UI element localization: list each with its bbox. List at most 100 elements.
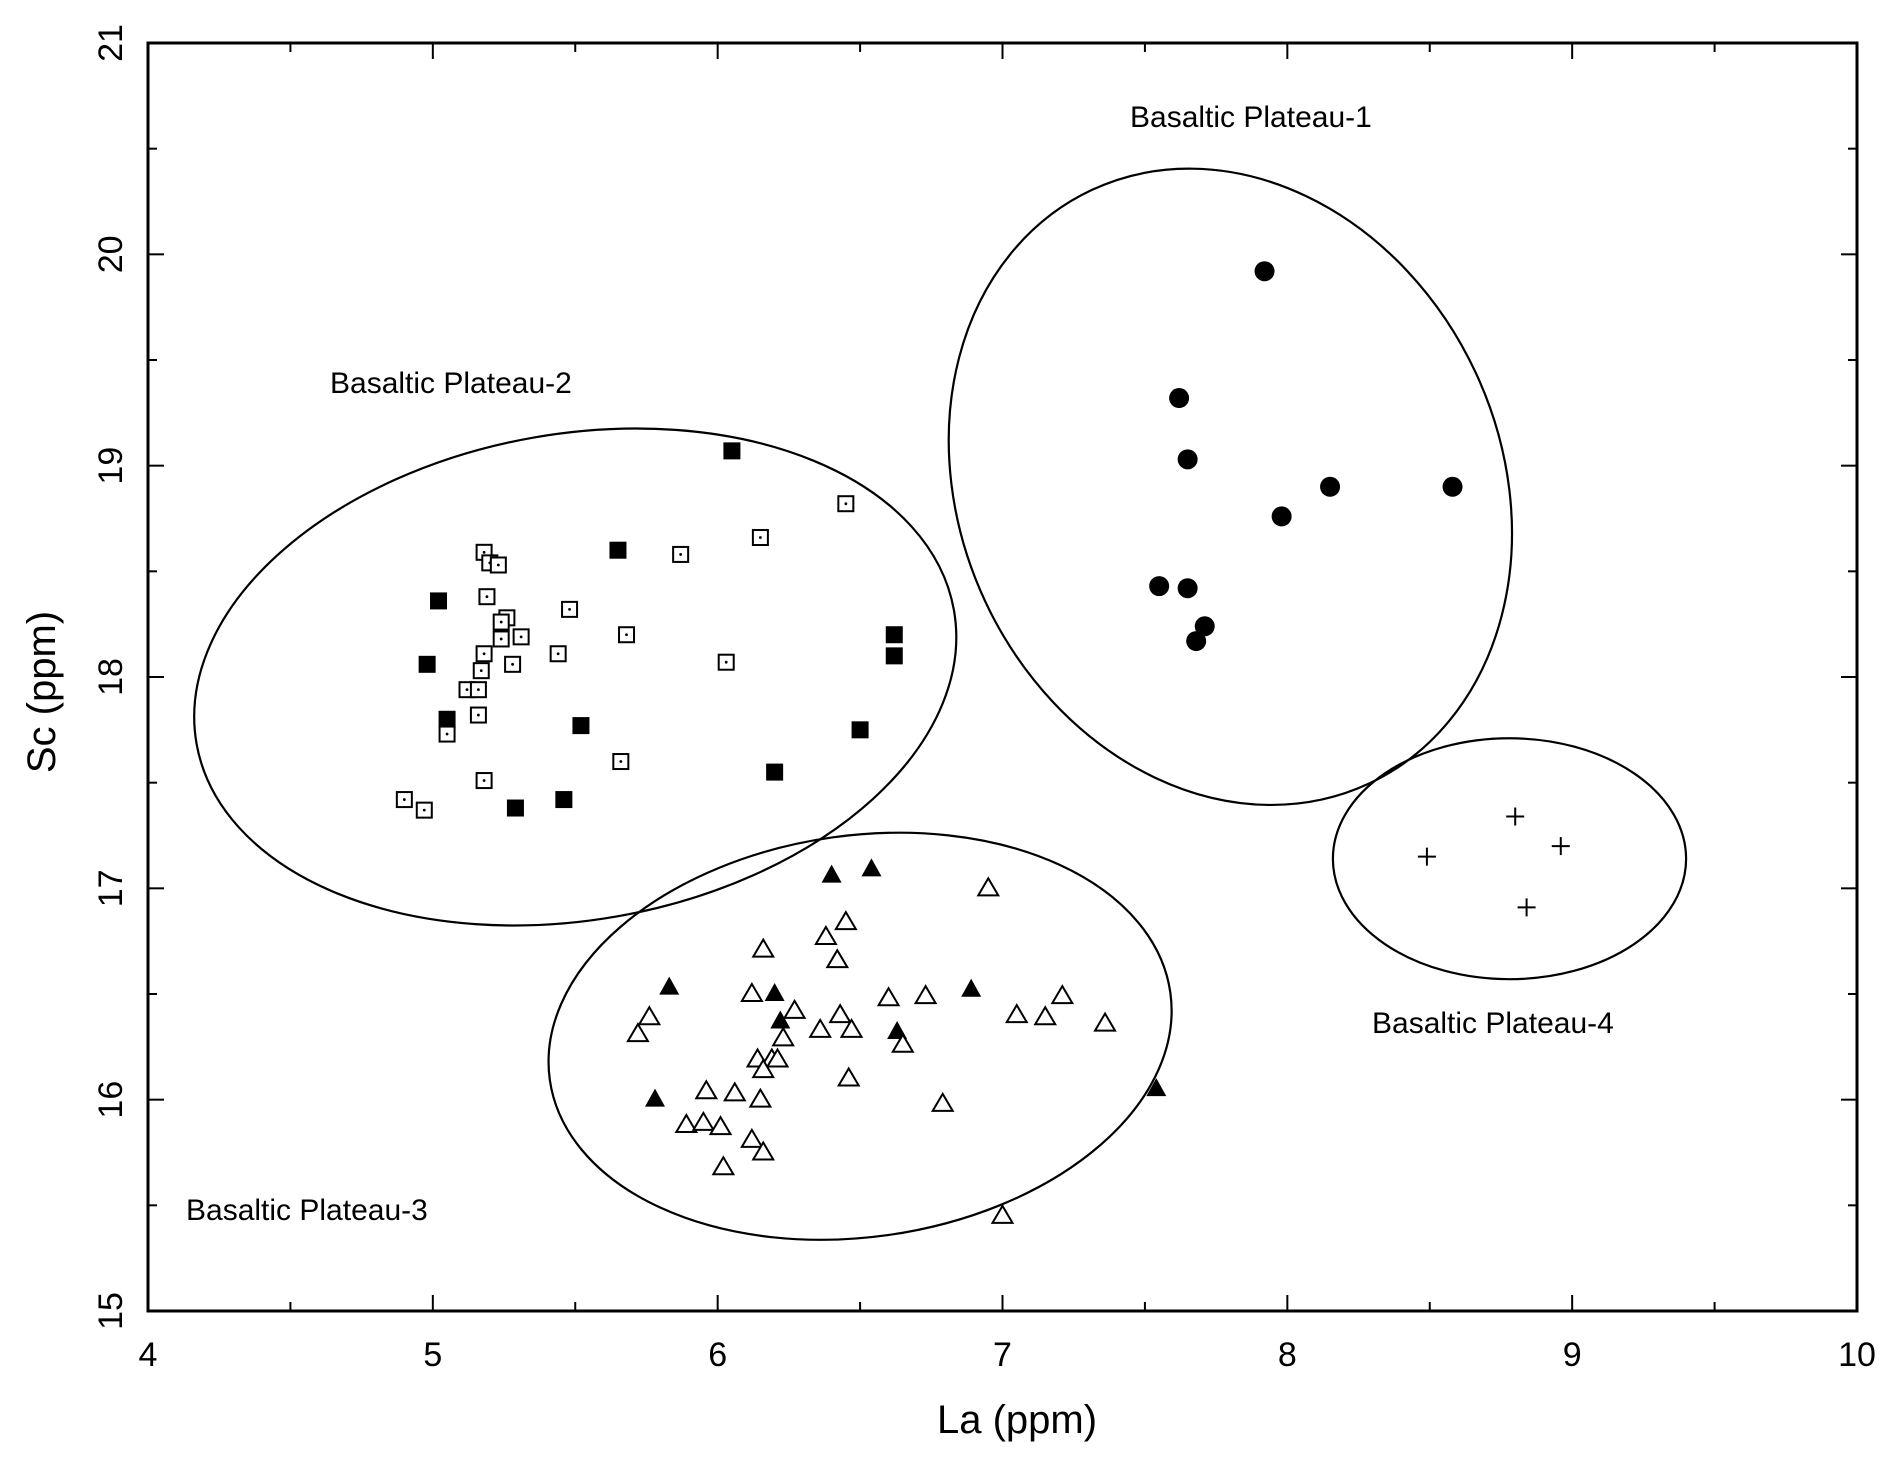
x-tick-label: 9 <box>1563 1336 1582 1374</box>
open-triangle-point <box>751 937 775 958</box>
open-square-point <box>478 588 496 606</box>
open-triangle-point <box>976 876 1001 897</box>
open-square-point <box>489 556 507 574</box>
region-label-plateau-4: Basaltic Plateau-4 <box>1372 1007 1614 1040</box>
open-square-point <box>475 645 493 663</box>
open-square-point <box>395 791 413 809</box>
open-square-point <box>837 495 855 513</box>
open-square-point <box>549 645 567 663</box>
open-square-point <box>492 613 510 631</box>
filled-circle-point <box>1177 578 1198 599</box>
open-square-point <box>469 706 487 724</box>
open-triangle-point <box>691 1110 716 1131</box>
filled-triangle-point <box>770 1010 791 1029</box>
region-ellipse-plateau-1 <box>947 167 1514 807</box>
y-tick-label: 19 <box>92 447 130 485</box>
open-triangle-point <box>748 1087 773 1108</box>
plus-point <box>1506 807 1525 826</box>
open-triangle-point <box>825 948 850 969</box>
region-ellipses <box>193 167 1688 1241</box>
filled-square-point <box>766 763 784 781</box>
open-triangle-point <box>1093 1011 1117 1032</box>
region-label-plateau-1: Basaltic Plateau-1 <box>1130 101 1372 134</box>
open-triangle-point <box>1033 1005 1057 1026</box>
open-square-point <box>618 626 636 644</box>
filled-circle-point <box>1177 449 1198 470</box>
filled-triangle-point <box>821 864 842 883</box>
open-square-point <box>492 630 510 648</box>
open-triangle-point <box>740 1127 764 1148</box>
open-triangle-point <box>839 1017 864 1038</box>
open-triangle-point <box>1004 1003 1029 1024</box>
open-triangle-point <box>771 1026 795 1047</box>
open-square-point <box>415 801 433 819</box>
open-triangle-point <box>765 1047 790 1068</box>
open-triangle-point <box>751 1140 775 1161</box>
filled-square-point <box>418 655 436 673</box>
region-label-plateau-3: Basaltic Plateau-3 <box>186 1194 428 1227</box>
filled-square-point <box>430 592 448 610</box>
filled-triangle-point <box>861 858 882 877</box>
open-triangle-point <box>836 1066 861 1087</box>
x-tick-label: 4 <box>139 1336 158 1374</box>
plus-point <box>1517 898 1536 917</box>
y-tick-label: 18 <box>92 658 130 696</box>
open-square-point <box>512 628 530 646</box>
open-triangle-point <box>708 1115 733 1136</box>
filled-square-point <box>506 799 524 817</box>
filled-triangle-point <box>645 1088 666 1107</box>
filled-circle-point <box>1149 576 1170 597</box>
y-tick-label: 21 <box>92 24 130 62</box>
open-square-point <box>504 655 522 673</box>
filled-circle-point <box>1186 631 1207 652</box>
filled-circle-point <box>1254 261 1275 282</box>
filled-circle-point <box>1271 506 1292 527</box>
open-triangle-point <box>637 1005 662 1026</box>
filled-triangle-point <box>1146 1078 1167 1097</box>
filled-square-point <box>572 717 590 735</box>
data-points <box>395 261 1570 1224</box>
region-ellipse-plateau-2 <box>193 427 958 927</box>
open-square-point <box>717 653 735 671</box>
y-tick-label: 20 <box>92 235 130 273</box>
region-ellipse-plateau-4 <box>1331 737 1688 981</box>
open-square-point <box>612 753 630 771</box>
y-tick-label: 16 <box>92 1081 130 1119</box>
filled-triangle-point <box>961 978 982 997</box>
open-triangle-point <box>782 998 807 1019</box>
filled-square-point <box>851 721 869 739</box>
open-triangle-point <box>828 1003 852 1024</box>
filled-triangle-point <box>764 983 785 1001</box>
plus-point <box>1417 847 1436 866</box>
open-triangle-point <box>711 1155 736 1176</box>
open-square-point <box>472 662 490 680</box>
open-triangle-point <box>913 984 938 1005</box>
open-triangle-point <box>1050 984 1075 1005</box>
open-triangle-point <box>694 1079 719 1100</box>
open-square-point <box>475 772 493 790</box>
open-square-point <box>561 600 579 618</box>
open-triangle-point <box>751 1058 775 1079</box>
open-triangle-point <box>674 1113 699 1134</box>
filled-square-point <box>438 710 456 728</box>
region-label-plateau-2: Basaltic Plateau-2 <box>330 367 572 400</box>
filled-square-point <box>555 791 573 809</box>
open-triangle-point <box>891 1032 915 1053</box>
filled-circle-point <box>1169 388 1190 409</box>
open-triangle-point <box>740 982 764 1002</box>
open-triangle-point <box>930 1091 955 1112</box>
x-tick-label: 10 <box>1838 1336 1876 1374</box>
open-square-point <box>438 725 456 743</box>
open-triangle-point <box>626 1022 650 1043</box>
plot-frame <box>146 41 1859 1313</box>
x-tick-label: 5 <box>423 1336 442 1374</box>
open-triangle-point <box>990 1203 1015 1224</box>
x-tick-label: 8 <box>1278 1336 1297 1374</box>
x-tick-label: 7 <box>993 1336 1012 1374</box>
filled-square-point <box>885 626 903 644</box>
x-tick-label: 6 <box>708 1336 727 1374</box>
open-triangle-point <box>814 924 838 945</box>
y-tick-label: 17 <box>92 869 130 907</box>
x-axis-title: La (ppm) <box>937 1398 1097 1442</box>
